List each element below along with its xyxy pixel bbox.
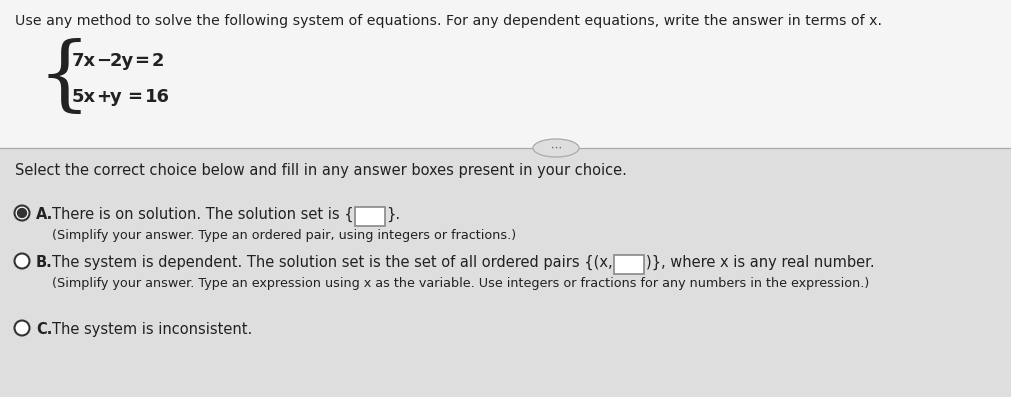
FancyBboxPatch shape: [613, 255, 643, 274]
Text: 16: 16: [145, 88, 170, 106]
Text: {: {: [38, 38, 91, 118]
Text: )}, where x is any real number.: )}, where x is any real number.: [645, 255, 874, 270]
Text: 7x: 7x: [72, 52, 96, 70]
Circle shape: [14, 206, 29, 220]
FancyBboxPatch shape: [0, 148, 1011, 397]
Text: =: =: [133, 52, 149, 70]
Circle shape: [14, 320, 29, 335]
Text: 5x: 5x: [72, 88, 96, 106]
Text: =: =: [126, 88, 142, 106]
Text: There is on solution. The solution set is {: There is on solution. The solution set i…: [52, 207, 353, 222]
Text: y: y: [110, 88, 121, 106]
Circle shape: [14, 254, 29, 268]
Circle shape: [17, 208, 26, 218]
Ellipse shape: [533, 139, 578, 157]
Text: Use any method to solve the following system of equations. For any dependent equ: Use any method to solve the following sy…: [15, 14, 882, 28]
Text: }.: }.: [386, 207, 400, 222]
Text: B.: B.: [36, 255, 53, 270]
Text: ⋯: ⋯: [550, 143, 561, 153]
Text: The system is inconsistent.: The system is inconsistent.: [52, 322, 252, 337]
Text: Select the correct choice below and fill in any answer boxes present in your cho: Select the correct choice below and fill…: [15, 163, 626, 178]
Text: 2: 2: [152, 52, 165, 70]
FancyBboxPatch shape: [354, 207, 384, 226]
Text: +: +: [96, 88, 111, 106]
Text: C.: C.: [36, 322, 53, 337]
Text: A.: A.: [36, 207, 54, 222]
Text: (Simplify your answer. Type an expression using x as the variable. Use integers : (Simplify your answer. Type an expressio…: [52, 277, 868, 290]
Text: (Simplify your answer. Type an ordered pair, using integers or fractions.): (Simplify your answer. Type an ordered p…: [52, 229, 516, 242]
Text: The system is dependent. The solution set is the set of all ordered pairs {(x,: The system is dependent. The solution se…: [52, 255, 612, 270]
FancyBboxPatch shape: [0, 0, 1011, 148]
Text: −: −: [96, 52, 111, 70]
Text: 2y: 2y: [110, 52, 134, 70]
